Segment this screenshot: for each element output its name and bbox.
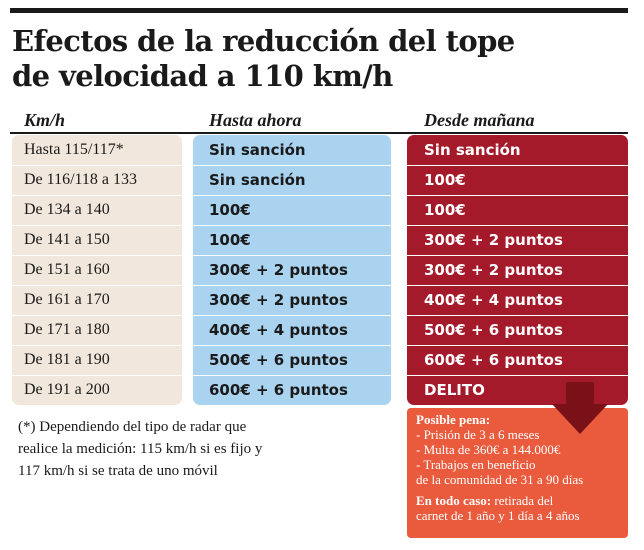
row-8-range: De 181 a 190 — [24, 351, 110, 368]
footnote: (*) Dependiendo del tipo de radar que re… — [18, 416, 318, 482]
row-divider — [193, 285, 391, 286]
penalty-heading: Posible pena: — [416, 412, 491, 427]
row-divider — [193, 345, 391, 346]
footnote-line-3: 117 km/h si se trata de uno móvil — [18, 463, 218, 479]
row-5-range: De 151 a 160 — [24, 261, 110, 278]
row-9-hasta-ahora: 600€ + 6 puntos — [209, 381, 348, 399]
row-divider — [12, 225, 182, 226]
penalty-item-fine: - Multa de 360€ a 144.000€ — [416, 442, 561, 457]
penalty-box — [407, 408, 628, 538]
row-2-hasta-ahora: Sin sanción — [209, 171, 306, 189]
row-7-hasta-ahora: 400€ + 4 puntos — [209, 321, 348, 339]
header-kmh: Km/h — [24, 110, 66, 130]
footnote-line-1: (*) Dependiendo del tipo de radar que — [18, 419, 247, 435]
row-divider — [193, 195, 391, 196]
row-5-hasta-ahora: 300€ + 2 puntos — [209, 261, 348, 279]
row-3-desde-manana: 100€ — [424, 201, 466, 219]
row-8-desde-manana: 600€ + 6 puntos — [424, 351, 563, 369]
penalty-always-text: retirada del — [491, 493, 554, 508]
row-divider — [407, 375, 628, 376]
row-6-range: De 161 a 170 — [24, 291, 110, 308]
row-8-hasta-ahora: 500€ + 6 puntos — [209, 351, 348, 369]
top-rule — [10, 8, 628, 13]
row-divider — [407, 315, 628, 316]
row-6-hasta-ahora: 300€ + 2 puntos — [209, 291, 348, 309]
row-4-hasta-ahora: 100€ — [209, 231, 251, 249]
row-1-range: Hasta 115/117* — [24, 141, 124, 158]
down-arrow-icon — [552, 382, 608, 434]
row-divider — [12, 255, 182, 256]
penalty-item-community-2: de la comunidad de 31 a 90 días — [416, 472, 584, 487]
row-divider — [407, 345, 628, 346]
penalty-always-label: En todo caso: — [416, 493, 492, 508]
row-3-hasta-ahora: 100€ — [209, 201, 251, 219]
row-divider — [407, 255, 628, 256]
row-9-range: De 191 a 200 — [24, 381, 110, 398]
row-2-range: De 116/118 a 133 — [24, 171, 138, 188]
page-title: Efectos de la reducción del tope de velo… — [12, 24, 622, 94]
footnote-line-2: realice la medición: 115 km/h si es fijo… — [18, 441, 263, 457]
row-9-desde-manana: DELITO — [424, 381, 485, 399]
row-divider — [407, 225, 628, 226]
penalty-always-text-2: carnet de 1 año y 1 día a 4 años — [416, 508, 580, 523]
row-divider — [12, 165, 182, 166]
hasta-ahora-column — [193, 135, 391, 405]
header-divider — [10, 132, 628, 134]
header-hasta-ahora: Hasta ahora — [209, 110, 302, 130]
row-divider — [193, 255, 391, 256]
row-divider — [193, 225, 391, 226]
row-divider — [193, 375, 391, 376]
row-divider — [407, 165, 628, 166]
title-line-1: Efectos de la reducción del tope — [12, 24, 515, 58]
row-divider — [407, 195, 628, 196]
row-4-desde-manana: 300€ + 2 puntos — [424, 231, 563, 249]
row-7-range: De 171 a 180 — [24, 321, 110, 338]
row-divider — [12, 285, 182, 286]
row-divider — [12, 195, 182, 196]
row-divider — [193, 165, 391, 166]
row-5-desde-manana: 300€ + 2 puntos — [424, 261, 563, 279]
row-1-hasta-ahora: Sin sanción — [209, 141, 306, 159]
row-1-desde-manana: Sin sanción — [424, 141, 521, 159]
penalty-text: Posible pena: - Prisión de 3 a 6 meses -… — [416, 412, 626, 523]
row-3-range: De 134 a 140 — [24, 201, 110, 218]
row-divider — [407, 285, 628, 286]
row-divider — [12, 375, 182, 376]
row-4-range: De 141 a 150 — [24, 231, 110, 248]
desde-manana-column — [407, 135, 628, 405]
header-desde-manana: Desde mañana — [424, 110, 535, 130]
title-line-2: de velocidad a 110 km/h — [12, 59, 393, 93]
row-6-desde-manana: 400€ + 4 puntos — [424, 291, 563, 309]
row-divider — [193, 315, 391, 316]
row-2-desde-manana: 100€ — [424, 171, 466, 189]
row-divider — [12, 345, 182, 346]
kmh-column — [12, 135, 182, 405]
row-7-desde-manana: 500€ + 6 puntos — [424, 321, 563, 339]
penalty-item-community-1: - Trabajos en beneficio — [416, 457, 536, 472]
row-divider — [12, 315, 182, 316]
penalty-item-prison: - Prisión de 3 a 6 meses — [416, 427, 540, 442]
